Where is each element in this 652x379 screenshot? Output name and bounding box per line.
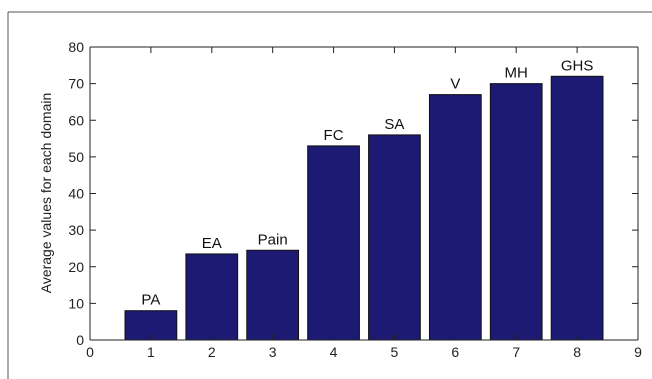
y-tick-label: 40	[68, 186, 84, 202]
bar-fc	[307, 145, 360, 341]
bar-label-mh: MH	[505, 65, 528, 82]
bar-label-ghs: GHS	[561, 57, 594, 74]
x-tick-label: 5	[391, 344, 399, 360]
bar-label-v: V	[450, 76, 460, 93]
y-tick-label: 50	[68, 149, 84, 165]
x-tick-label: 9	[634, 344, 642, 360]
y-axis-title: Average values for each domain	[38, 93, 54, 294]
y-tick-label: 70	[68, 76, 84, 92]
bar-label-ea: EA	[202, 235, 222, 252]
bar-pain	[246, 249, 300, 341]
x-tick-label: 4	[330, 344, 338, 360]
y-tick-label: 20	[68, 259, 84, 275]
x-tick-label: 3	[269, 344, 277, 360]
bar-label-pain: Pain	[258, 231, 288, 248]
bar-labels-layer: PA EA Pain FC SA V MH GHS	[141, 57, 593, 308]
x-tick-label: 0	[86, 344, 94, 360]
bar-ghs	[550, 75, 604, 341]
x-tick-label: 6	[451, 344, 459, 360]
y-tick-label: 10	[68, 295, 84, 311]
x-tick-label: 7	[512, 344, 520, 360]
y-tick-label: 30	[68, 222, 84, 238]
x-tick-label: 1	[147, 344, 155, 360]
bar-label-sa: SA	[384, 116, 404, 133]
bar-label-fc: FC	[324, 127, 344, 144]
bar-v	[428, 94, 482, 341]
bar-sa	[368, 134, 421, 341]
bar-mh	[489, 83, 543, 341]
ticks-layer: 0 10 20 30 40 50 60 70 80 0 1 2 3 4 5 6 7 8 9	[68, 39, 642, 360]
bar-label-pa: PA	[141, 292, 160, 309]
y-tick-label: 60	[68, 112, 84, 128]
y-tick-label: 0	[76, 332, 84, 348]
y-tick-label: 80	[68, 39, 84, 55]
bar-ea	[185, 253, 239, 341]
x-tick-label: 8	[573, 344, 581, 360]
bars-layer	[124, 75, 604, 341]
x-tick-label: 2	[208, 344, 216, 360]
